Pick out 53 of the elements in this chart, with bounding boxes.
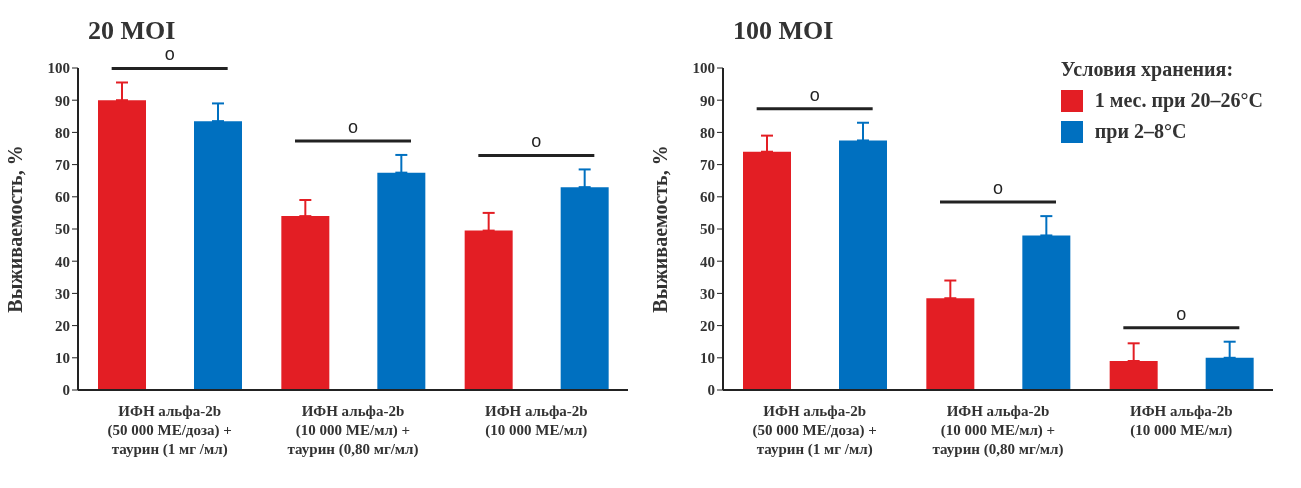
bar	[926, 298, 975, 390]
y-tick-label: 70	[55, 156, 70, 173]
x-tick-label: ИФН альфа-2b (10 000 МЕ/мл)	[485, 403, 588, 439]
bar	[1109, 361, 1158, 390]
y-tick-label: 30	[55, 285, 70, 302]
y-tick-label: 10	[700, 350, 715, 367]
x-tick-label: ИФН альфа-2b (10 000 МЕ/мл) + таурин (0,80 мг/мл)	[932, 403, 1064, 458]
text: o	[164, 44, 175, 65]
y-tick-label: 80	[700, 124, 715, 141]
x-tick-label: ИФН альфа-2b (10 000 МЕ/мл)	[1130, 403, 1233, 439]
x-tick-label: ИФН альфа-2b (10 000 МЕ/мл) + таурин (0,80 мг/мл)	[287, 403, 419, 458]
annotation: o	[809, 84, 820, 105]
y-tick-label: 60	[700, 189, 715, 206]
y-axis-title: Выживаемость, %	[649, 145, 672, 313]
bar	[464, 230, 513, 390]
annotation: o	[1176, 303, 1187, 324]
y-tick-label: 20	[55, 317, 70, 334]
y-tick-label: 90	[55, 92, 70, 109]
y-tick-label: 40	[55, 253, 70, 270]
legend-label: 1 мес. при 20–26°C	[1093, 89, 1263, 112]
y-tick-label: 80	[55, 124, 70, 141]
y-tick-label: 50	[55, 221, 70, 238]
annotation: o	[347, 116, 359, 137]
chart-title: 100 MOI	[733, 16, 834, 46]
annotation: o	[531, 131, 542, 152]
bar	[194, 121, 242, 390]
x-tick-label: ИФН альфа-2b (50 000 МЕ/доза) + таурин (1 мг /мл)	[752, 403, 877, 458]
y-tick-label: 100	[47, 60, 70, 77]
y-tick-label: 60	[55, 189, 70, 206]
bar	[281, 216, 330, 390]
y-tick-label: 0	[707, 382, 715, 399]
bar	[839, 140, 887, 390]
y-tick-label: 10	[55, 350, 70, 367]
bar	[743, 151, 791, 390]
legend-title: Условия хранения:	[1060, 58, 1235, 81]
annotation: o	[992, 178, 1004, 199]
bar	[560, 187, 609, 390]
bar	[1205, 357, 1254, 390]
bar	[98, 100, 146, 390]
y-tick-label: 100	[692, 60, 715, 77]
y-tick-label: 30	[700, 285, 715, 302]
legend-label: при 2–8°C	[1093, 120, 1188, 143]
y-tick-label: 40	[700, 253, 715, 270]
y-tick-label: 90	[700, 92, 715, 109]
y-tick-label: 70	[700, 156, 715, 173]
y-axis-title: Выживаемость, %	[4, 145, 27, 313]
y-tick-label: 20	[700, 317, 715, 334]
chart-title: 20 MOI	[88, 16, 176, 46]
y-tick-label: 0	[62, 382, 70, 399]
bar	[377, 172, 426, 390]
bar	[1022, 235, 1071, 390]
y-tick-label: 50	[700, 221, 715, 238]
x-tick-label: ИФН альфа-2b (50 000 МЕ/доза) + таурин (1 мг /мл)	[107, 403, 232, 458]
